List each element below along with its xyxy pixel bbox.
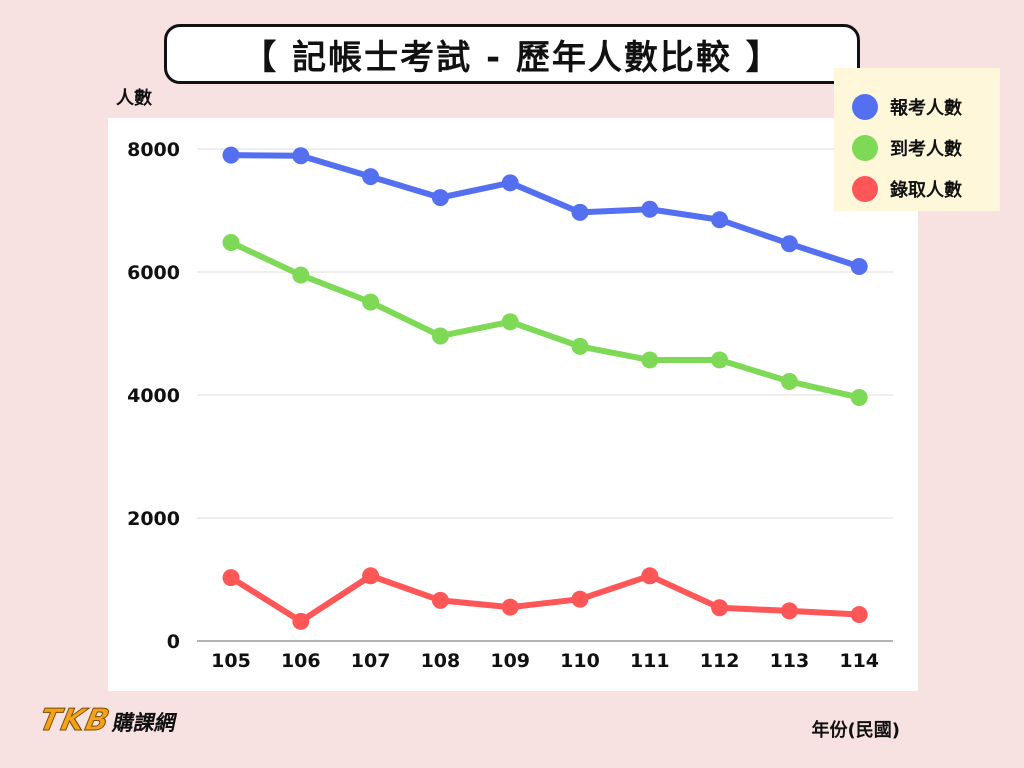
data-point xyxy=(571,203,589,221)
data-point xyxy=(362,168,380,186)
data-point xyxy=(780,602,798,620)
legend-swatch-admitted xyxy=(852,175,878,202)
data-point xyxy=(362,293,380,311)
legend-item-admitted: 錄取人數 xyxy=(852,168,1000,209)
logo-brand: TKB xyxy=(36,703,114,739)
data-point xyxy=(292,612,310,630)
data-point xyxy=(850,606,868,624)
x-tick-label: 110 xyxy=(560,650,600,672)
y-tick-label: 0 xyxy=(167,631,180,653)
y-tick-label: 4000 xyxy=(127,385,180,407)
y-tick-label: 2000 xyxy=(127,508,180,530)
data-point xyxy=(501,174,519,192)
data-point xyxy=(292,147,310,165)
data-point xyxy=(641,200,659,218)
data-point xyxy=(641,567,659,585)
x-tick-label: 113 xyxy=(770,650,810,672)
y-tick-label: 8000 xyxy=(127,139,180,161)
data-point xyxy=(641,351,659,369)
legend-label-admitted: 錄取人數 xyxy=(890,179,962,201)
x-tick-label: 106 xyxy=(281,650,321,672)
legend: 報考人數 到考人數 錄取人數 xyxy=(834,68,1000,211)
data-point xyxy=(780,235,798,253)
data-point xyxy=(780,372,798,390)
data-point xyxy=(850,257,868,275)
x-axis-label: 年份(民國) xyxy=(811,720,900,741)
series-line-0 xyxy=(228,152,863,270)
x-tick-label: 109 xyxy=(490,650,530,672)
x-tick-label: 111 xyxy=(630,650,670,672)
data-point xyxy=(571,337,589,355)
series-line-2 xyxy=(228,572,863,625)
legend-label-attendees: 到考人數 xyxy=(890,138,962,160)
data-point xyxy=(501,313,519,331)
data-point xyxy=(501,598,519,616)
data-point xyxy=(431,327,449,345)
data-point xyxy=(431,591,449,609)
legend-label-applicants: 報考人數 xyxy=(890,97,962,119)
data-point xyxy=(431,189,449,207)
x-tick-label: 112 xyxy=(700,650,740,672)
data-point xyxy=(362,567,380,585)
plot-area xyxy=(108,118,918,691)
y-axis-label: 人數 xyxy=(116,88,152,109)
legend-swatch-attendees xyxy=(852,134,878,161)
data-point xyxy=(850,388,868,406)
data-point xyxy=(711,351,729,369)
tkb-logo: TKB 購課網 xyxy=(36,703,180,739)
legend-item-applicants: 報考人數 xyxy=(852,86,1000,127)
data-point xyxy=(222,569,240,587)
chart-title: 【 記帳士考試 - 歷年人數比較 】 xyxy=(164,24,860,84)
legend-item-attendees: 到考人數 xyxy=(852,127,1000,168)
x-tick-label: 114 xyxy=(839,650,879,672)
x-tick-label: 107 xyxy=(351,650,391,672)
data-point xyxy=(711,211,729,229)
y-tick-label: 6000 xyxy=(127,262,180,284)
logo-name: 購課網 xyxy=(110,711,179,735)
data-point xyxy=(571,590,589,608)
series-line-1 xyxy=(228,239,863,401)
data-point xyxy=(292,266,310,284)
data-point xyxy=(222,233,240,251)
x-tick-label: 105 xyxy=(211,650,251,672)
data-point xyxy=(222,146,240,164)
x-tick-label: 108 xyxy=(421,650,461,672)
legend-swatch-applicants xyxy=(852,93,878,120)
data-point xyxy=(711,599,729,617)
